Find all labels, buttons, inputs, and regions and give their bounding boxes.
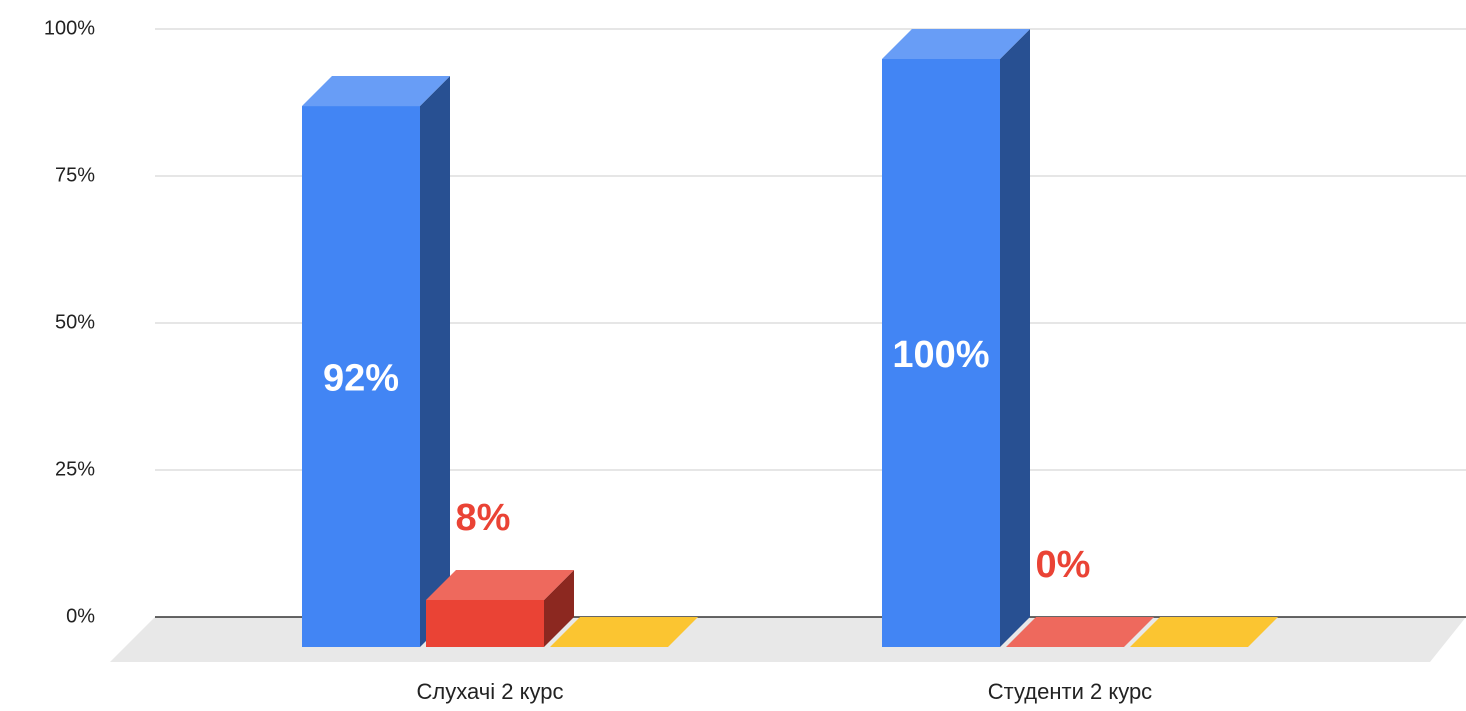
bar-top — [426, 569, 574, 600]
y-tick-label: 25% — [55, 458, 95, 480]
bar — [882, 29, 1030, 647]
bar-front — [426, 599, 544, 647]
bar-top — [1006, 617, 1154, 647]
x-tick-label: Слухачі 2 курс — [417, 679, 564, 704]
data-label: 100% — [892, 334, 989, 376]
bar-top — [550, 617, 698, 647]
bar — [302, 76, 450, 648]
bar-side — [420, 76, 450, 648]
data-label: 0% — [1036, 544, 1091, 586]
bar — [1006, 617, 1154, 647]
bar — [1130, 617, 1278, 647]
y-tick-label: 50% — [55, 311, 95, 333]
y-tick-label: 75% — [55, 164, 95, 186]
y-tick-label: 0% — [66, 605, 95, 627]
data-label: 8% — [456, 497, 511, 539]
y-tick-label: 100% — [44, 17, 95, 39]
bar-top — [1130, 617, 1278, 647]
x-tick-label: Студенти 2 курс — [988, 679, 1152, 704]
bar-front — [302, 106, 420, 648]
bar-top — [882, 29, 1030, 59]
bar-front — [882, 59, 1000, 647]
bar — [426, 569, 574, 647]
data-label: 92% — [323, 358, 399, 400]
bar-top — [302, 76, 450, 107]
bar-side — [544, 569, 574, 647]
bar-side — [1000, 29, 1030, 647]
bar — [550, 617, 698, 647]
